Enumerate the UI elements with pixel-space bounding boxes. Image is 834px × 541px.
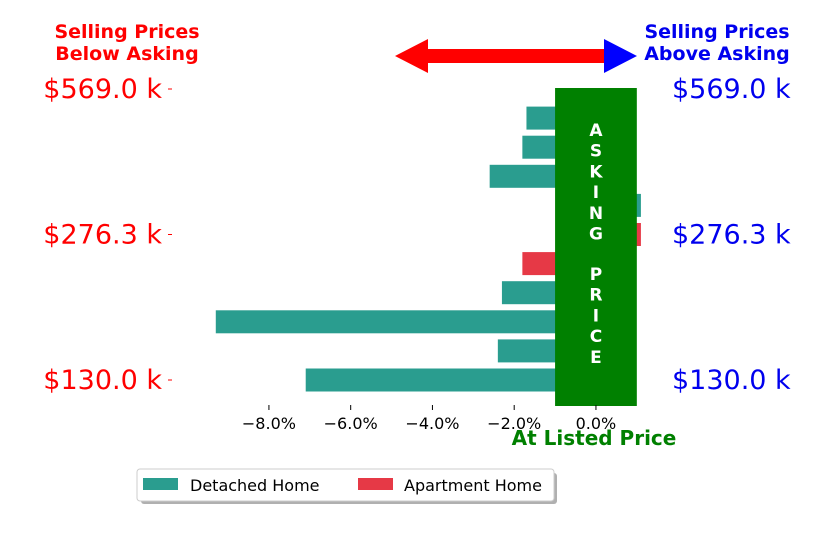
legend-swatch-apartment bbox=[358, 478, 393, 490]
band-letter: I bbox=[593, 306, 599, 326]
arrow-left-icon bbox=[395, 39, 428, 73]
price-label-right: $130.0 k bbox=[672, 365, 791, 396]
below-asking-heading-line1: Selling Prices bbox=[54, 21, 199, 43]
direction-arrow bbox=[395, 39, 637, 73]
x-axis: −8.0% −6.0% −4.0% −2.0% 0.0% bbox=[242, 405, 616, 433]
band-letter: N bbox=[589, 204, 603, 224]
above-asking-heading-line1: Selling Prices bbox=[644, 21, 789, 43]
price-label-right: $569.0 k bbox=[672, 74, 791, 105]
price-label-right: $276.3 k bbox=[672, 220, 791, 251]
at-listed-price-label: At Listed Price bbox=[512, 426, 677, 450]
x-tick-label: −4.0% bbox=[405, 414, 459, 433]
band-letter: I bbox=[593, 183, 599, 203]
x-tick-label: −6.0% bbox=[324, 414, 378, 433]
price-labels: $569.0 k $569.0 k $276.3 k $276.3 k $130.0 k… bbox=[43, 74, 791, 396]
legend-label-apartment: Apartment Home bbox=[404, 476, 542, 495]
x-tick-label: −8.0% bbox=[242, 414, 296, 433]
detached-bar-row-8 bbox=[215, 310, 596, 334]
price-label-left: $130.0 k bbox=[43, 365, 162, 396]
x-tick-label: −2.0% bbox=[487, 414, 541, 433]
x-tick-label: 0.0% bbox=[576, 414, 617, 433]
legend-label-detached: Detached Home bbox=[190, 476, 320, 495]
band-letter: P bbox=[590, 265, 602, 285]
band-letter: G bbox=[589, 225, 603, 245]
band-letter: S bbox=[590, 142, 602, 162]
band-letter: E bbox=[590, 348, 602, 368]
band-letter: R bbox=[589, 286, 602, 306]
legend: Detached Home Apartment Home bbox=[136, 468, 557, 504]
detached-bar-row-10 bbox=[305, 368, 596, 392]
band-letter: A bbox=[589, 121, 603, 141]
legend-frame bbox=[136, 468, 555, 502]
below-asking-heading-line2: Below Asking bbox=[55, 43, 198, 65]
above-asking-heading-line2: Above Asking bbox=[644, 43, 790, 65]
arrow-shaft bbox=[427, 49, 611, 63]
band-letter: K bbox=[589, 162, 603, 182]
arrow-right-icon bbox=[604, 39, 637, 73]
price-label-left: $276.3 k bbox=[43, 220, 162, 251]
price-label-left: $569.0 k bbox=[43, 74, 162, 105]
asking-price-band-rect bbox=[555, 88, 637, 406]
band-letter: C bbox=[590, 327, 602, 347]
legend-swatch-detached bbox=[143, 478, 178, 490]
